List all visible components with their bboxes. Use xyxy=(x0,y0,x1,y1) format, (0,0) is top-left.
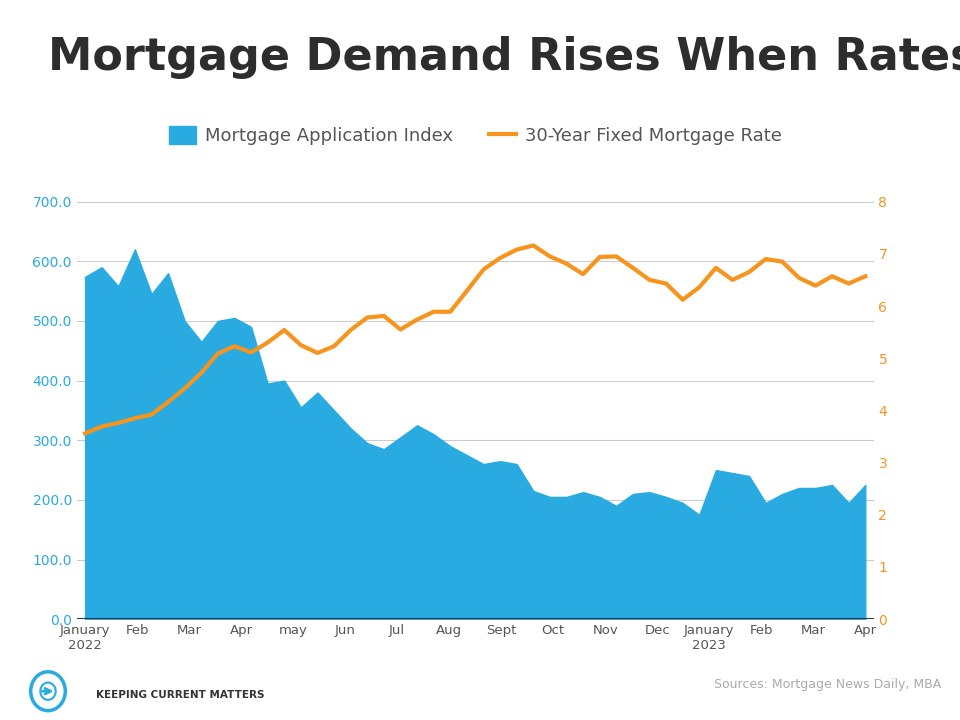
Text: Mortgage Demand Rises When Rates Fall: Mortgage Demand Rises When Rates Fall xyxy=(48,36,960,79)
Text: KEEPING CURRENT MATTERS: KEEPING CURRENT MATTERS xyxy=(96,690,265,700)
Text: Sources: Mortgage News Daily, MBA: Sources: Mortgage News Daily, MBA xyxy=(713,678,941,691)
Legend: Mortgage Application Index, 30-Year Fixed Mortgage Rate: Mortgage Application Index, 30-Year Fixe… xyxy=(161,119,789,153)
